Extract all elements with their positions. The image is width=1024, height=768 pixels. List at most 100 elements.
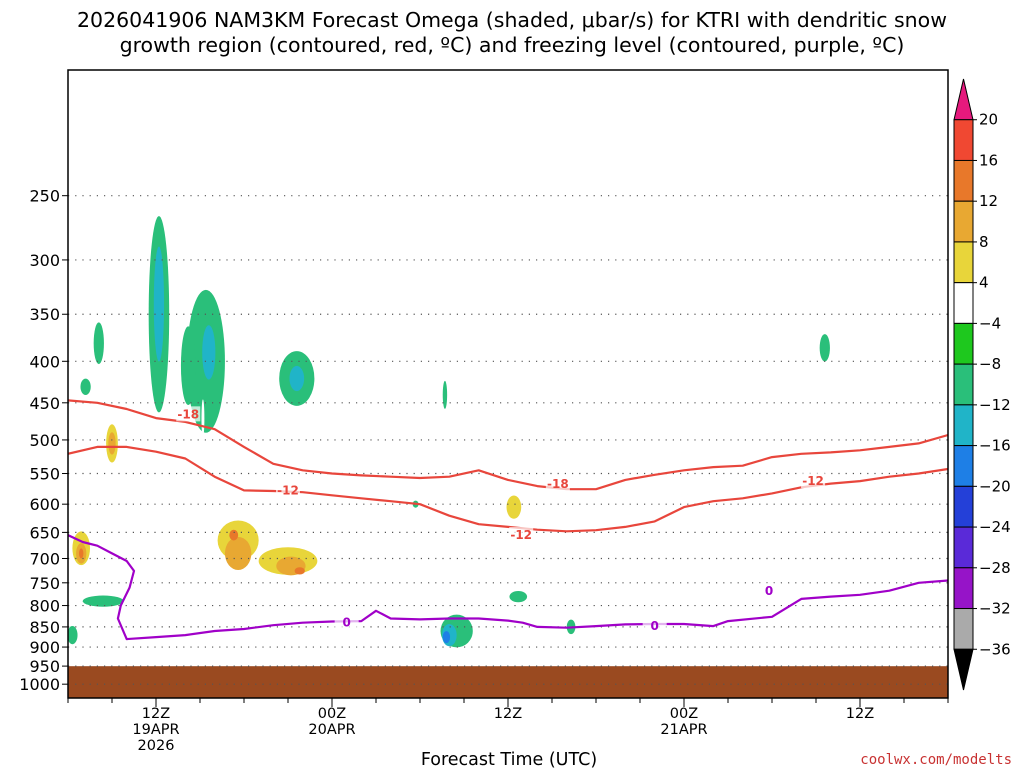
y-tick-label-300: 300 [29, 251, 60, 270]
contour-label-2-1: 0 [650, 619, 658, 633]
contour-label-bg [334, 614, 359, 630]
y-tick-label-550: 550 [29, 465, 60, 484]
colorbar-label-8: −16 [979, 437, 1011, 455]
colorbar-band-9 [953, 445, 974, 487]
contour-0 [68, 534, 948, 641]
omega-region-47 [201, 399, 205, 437]
y-tick-label-750: 750 [29, 574, 60, 593]
omega-region-41 [635, 386, 660, 494]
colorbar-band-1 [953, 119, 974, 161]
contour-label-bg [801, 473, 826, 489]
ground-surface [68, 666, 948, 698]
omega-region-16 [68, 625, 78, 645]
colorbar-band-3 [953, 200, 974, 243]
colorbar-label-5: −4 [979, 314, 1001, 332]
contour-label-1-1: -12 [510, 528, 532, 542]
omega-region-45 [442, 489, 457, 519]
omega-region-3 [202, 325, 216, 380]
colorbar-band-4 [953, 241, 974, 284]
colorbar-band-6 [953, 322, 974, 365]
y-tick-label-700: 700 [29, 549, 60, 568]
y-tick-label-850: 850 [29, 618, 60, 637]
omega-region-42 [664, 557, 680, 575]
colorbar-band-14 [953, 648, 974, 691]
colorbar-label-1: 16 [979, 151, 998, 169]
y-tick-label-500: 500 [29, 431, 60, 450]
omega-region-33 [79, 548, 84, 559]
y-tick-label-250: 250 [29, 187, 60, 206]
colorbar-label-3: 8 [979, 233, 989, 251]
contour-label-bg [545, 476, 570, 492]
omega-region-15 [82, 595, 124, 607]
y-tick-label-350: 350 [29, 305, 60, 324]
omega-region-49 [151, 639, 161, 648]
y-tick-label-400: 400 [29, 352, 60, 371]
omega-region-50 [530, 645, 539, 650]
contour-label-0-0: -18 [177, 407, 199, 421]
contour-minus18 [68, 399, 948, 491]
y-tick-label-600: 600 [29, 495, 60, 514]
omega-region-4 [180, 326, 196, 405]
x-axis-label: Forecast Time (UTC) [421, 750, 597, 768]
contour-label-bg [757, 583, 782, 599]
colorbar-band-13 [953, 608, 974, 650]
y-axis: 250 300 350 400 450 500 550 600 650 700 750 800 8509… [19, 187, 68, 694]
contour-label-0-1: -18 [547, 477, 569, 491]
plot-area: -18 -18 -12 -12 -12 0 0 0 [67, 69, 949, 699]
omega-region-1 [153, 246, 165, 362]
colorbar-label-2: 12 [979, 192, 998, 210]
colorbar-label-10: −24 [979, 518, 1011, 536]
omega-region-22 [224, 536, 252, 571]
contour-label-2-2: 0 [765, 584, 773, 598]
y-tick-label-800: 800 [29, 597, 60, 616]
omega-region-46 [148, 470, 158, 490]
omega-region-36 [108, 432, 116, 455]
colorbar-label-0: 20 [979, 111, 998, 129]
omega-region-17 [442, 380, 448, 409]
colorbar-label-9: −20 [979, 477, 1011, 495]
omega-region-39 [497, 428, 536, 493]
x-tick-label-0-line3: 2026 [138, 738, 175, 754]
contour-label-2-0: 0 [342, 616, 350, 630]
contour-label-1-0: -12 [277, 483, 299, 497]
x-tick-label-3-line1: 00Z [670, 706, 698, 722]
omega-region-28 [249, 440, 277, 494]
x-tick-label-3-line2: 21APR [660, 722, 707, 738]
contour-label-bg [176, 406, 201, 422]
colorbar-label-12: −32 [979, 600, 1011, 618]
omega-region-6 [289, 365, 305, 392]
x-tick-label-2-line1: 12Z [494, 706, 522, 722]
omega-region-44 [711, 275, 719, 333]
omega-region-51 [544, 585, 560, 599]
y-tick-label-1000: 1000 [19, 675, 60, 694]
colorbar-label-11: −28 [979, 559, 1011, 577]
omega-region-37 [81, 260, 88, 305]
omega-region-38 [472, 267, 488, 341]
credit-link[interactable]: coolwx.com/modelts [860, 752, 1012, 768]
y-tick-label-650: 650 [29, 523, 60, 542]
contour-label-1-2: -12 [802, 474, 824, 488]
x-tick-label-1-line2: 20APR [308, 722, 355, 738]
colorbar-band-8 [953, 404, 974, 447]
colorbar-label-13: −36 [979, 640, 1011, 658]
omega-region-23 [229, 529, 239, 541]
omega-region-26 [294, 567, 305, 575]
omega-region-7 [93, 322, 104, 365]
x-tick-label-0-line1: 12Z [142, 706, 170, 722]
x-tick-label-4-line1: 12Z [846, 706, 874, 722]
chart-title-line1: 2026041906 NAM3KM Forecast Omega (shaded… [77, 8, 947, 32]
omega-region-27 [182, 535, 206, 577]
omega-region-40 [506, 495, 522, 519]
colorbar-band-0 [953, 78, 974, 121]
y-tick-label-450: 450 [29, 394, 60, 413]
omega-region-8 [80, 378, 91, 395]
contour-label-bg [509, 527, 534, 543]
x-tick-label-1-line1: 00Z [318, 706, 346, 722]
x-tick-label-0-line2: 19APR [132, 722, 179, 738]
colorbar-band-2 [953, 159, 974, 202]
chart-title-line2: growth region (contoured, red, ºC) and f… [120, 33, 905, 57]
omega-region-52 [428, 520, 436, 534]
y-tick-label-900: 900 [29, 638, 60, 657]
